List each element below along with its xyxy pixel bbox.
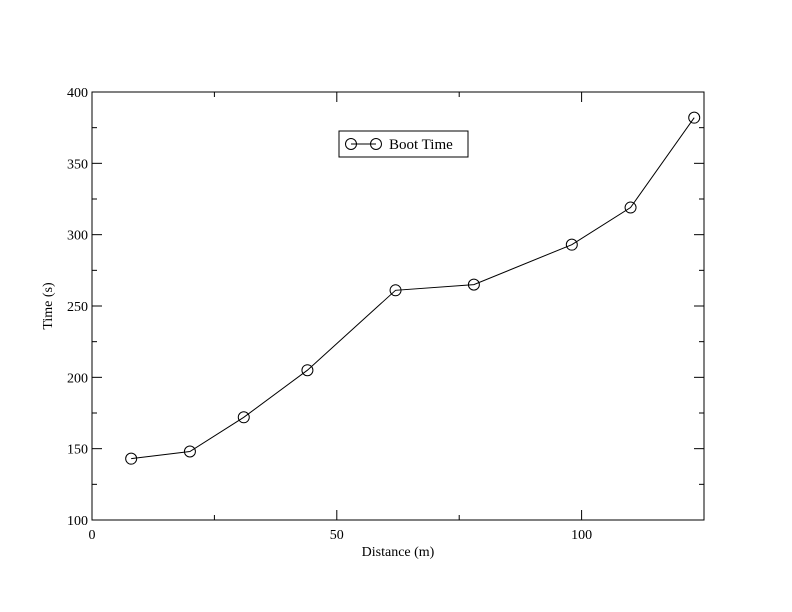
series-layer <box>125 111 701 465</box>
data-point <box>565 238 578 251</box>
y-tick-label: 350 <box>67 157 88 172</box>
legend-marker-left <box>345 138 357 150</box>
x-tick-label: 50 <box>330 528 344 543</box>
data-point <box>467 278 480 291</box>
x-axis-label: Distance (m) <box>362 545 435 560</box>
x-tick-label: 100 <box>571 528 592 543</box>
legend: Boot Time <box>338 130 469 158</box>
legend-label: Boot Time <box>389 137 453 153</box>
data-point <box>237 411 250 424</box>
data-point <box>389 284 402 297</box>
tick-labels: 0 50 100 100 150 200 250 300 350 400 <box>67 86 592 543</box>
y-tick-label: 200 <box>67 371 88 386</box>
axis-ticks <box>91 91 705 521</box>
y-axis-label: Time (s) <box>41 282 56 330</box>
y-tick-label: 150 <box>67 443 88 458</box>
data-point <box>688 111 701 124</box>
y-tick-label: 100 <box>67 514 88 529</box>
series-line <box>131 117 695 460</box>
x-tick-label: 0 <box>89 528 96 543</box>
data-point <box>183 445 196 458</box>
data-point <box>125 452 138 465</box>
y-tick-label: 400 <box>67 86 88 101</box>
data-point <box>301 364 314 377</box>
y-tick-label: 250 <box>67 300 88 315</box>
y-tick-label: 300 <box>67 229 88 244</box>
legend-marker-right <box>370 138 382 150</box>
data-point <box>624 201 637 214</box>
